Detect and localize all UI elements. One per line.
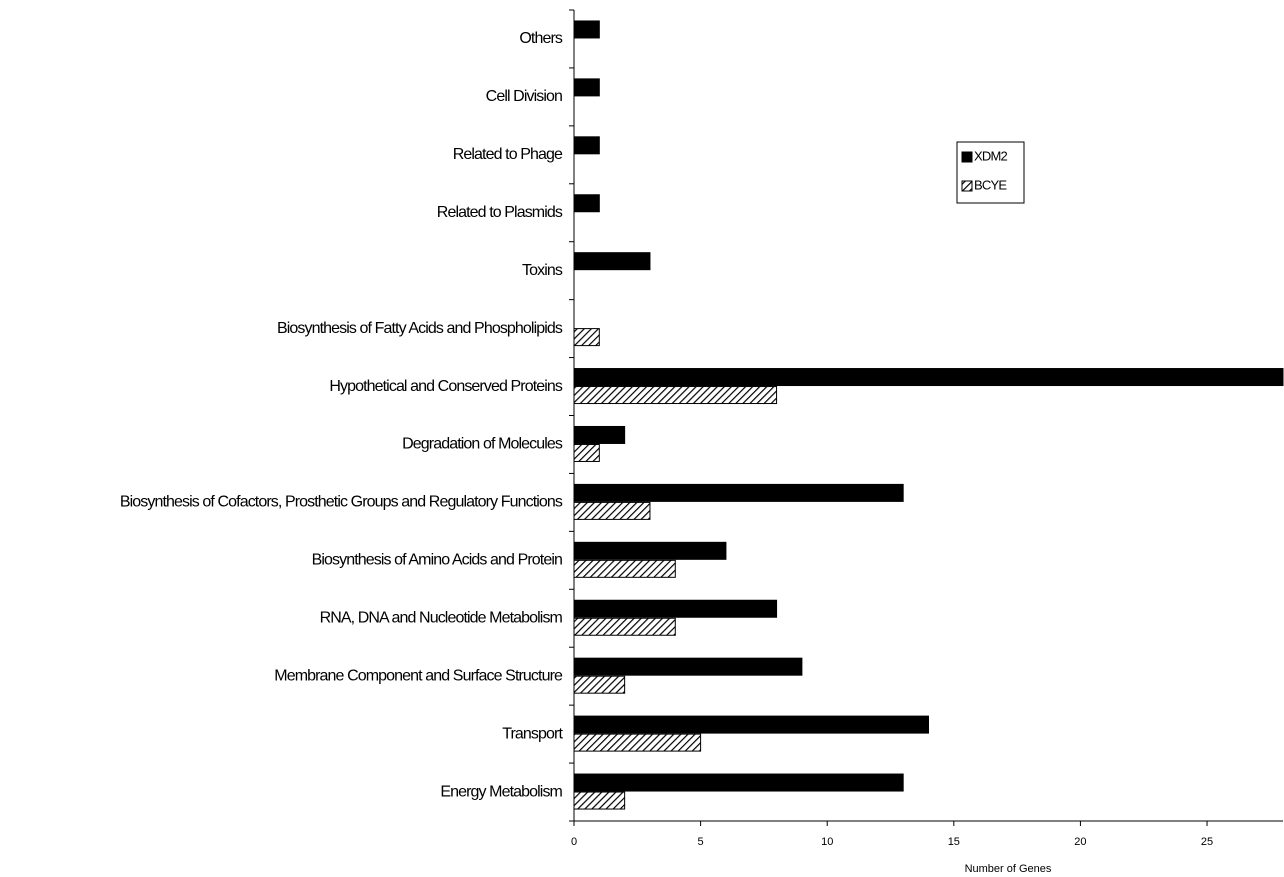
bar <box>573 559 676 578</box>
x-tick-label: 0 <box>571 836 577 848</box>
x-axis-label: Number of Genes <box>965 863 1052 875</box>
y-tick-label: Toxins <box>522 262 563 279</box>
y-tick-label: Membrane Component and Surface Structure <box>274 667 563 684</box>
y-tick-label: Cell Division <box>486 88 562 105</box>
bar <box>573 791 626 810</box>
bar <box>573 657 803 676</box>
y-tick-label: Biosynthesis of Fatty Acids and Phosphol… <box>277 320 563 337</box>
bar <box>573 675 626 694</box>
x-tick-label: 15 <box>948 836 960 848</box>
legend-label: BCYE <box>974 177 1007 192</box>
bar <box>573 541 727 560</box>
legend-label: XDM2 <box>974 148 1007 163</box>
bar <box>573 328 600 347</box>
y-tick-label: Biosynthesis of Amino Acids and Protein <box>312 552 562 569</box>
y-tick-label: Degradation of Molecules <box>402 436 563 453</box>
y-tick-label: Biosynthesis of Cofactors, Prosthetic Gr… <box>120 494 563 511</box>
x-tick-label: 25 <box>1201 836 1213 848</box>
bar <box>573 78 600 97</box>
bar <box>573 443 600 462</box>
bar <box>573 136 600 155</box>
y-tick-label: Transport <box>502 725 563 742</box>
bar <box>573 20 600 39</box>
legend-swatch <box>961 180 973 192</box>
x-tick-label: 5 <box>698 836 704 848</box>
y-tick-label: Related to Phage <box>453 146 563 163</box>
bar <box>573 194 600 213</box>
x-tick-label: 20 <box>1074 836 1086 848</box>
bar <box>573 252 651 271</box>
y-tick-label: Energy Metabolism <box>440 783 562 800</box>
bar <box>573 483 904 502</box>
bar <box>573 386 778 405</box>
y-tick-label: Hypothetical and Conserved Proteins <box>329 378 563 395</box>
y-tick-label: Others <box>519 30 563 47</box>
y-tick-label: RNA, DNA and Nucleotide Metabolism <box>320 609 563 626</box>
bar <box>573 501 651 520</box>
x-tick-label: 10 <box>821 836 833 848</box>
y-tick-label: Related to Plasmids <box>437 204 563 221</box>
bar <box>573 773 904 792</box>
bar <box>573 599 778 618</box>
bar <box>573 715 929 734</box>
bar <box>573 425 626 444</box>
bar <box>573 617 676 636</box>
bar <box>573 733 702 752</box>
legend-swatch <box>961 151 973 163</box>
bar <box>573 368 1284 387</box>
